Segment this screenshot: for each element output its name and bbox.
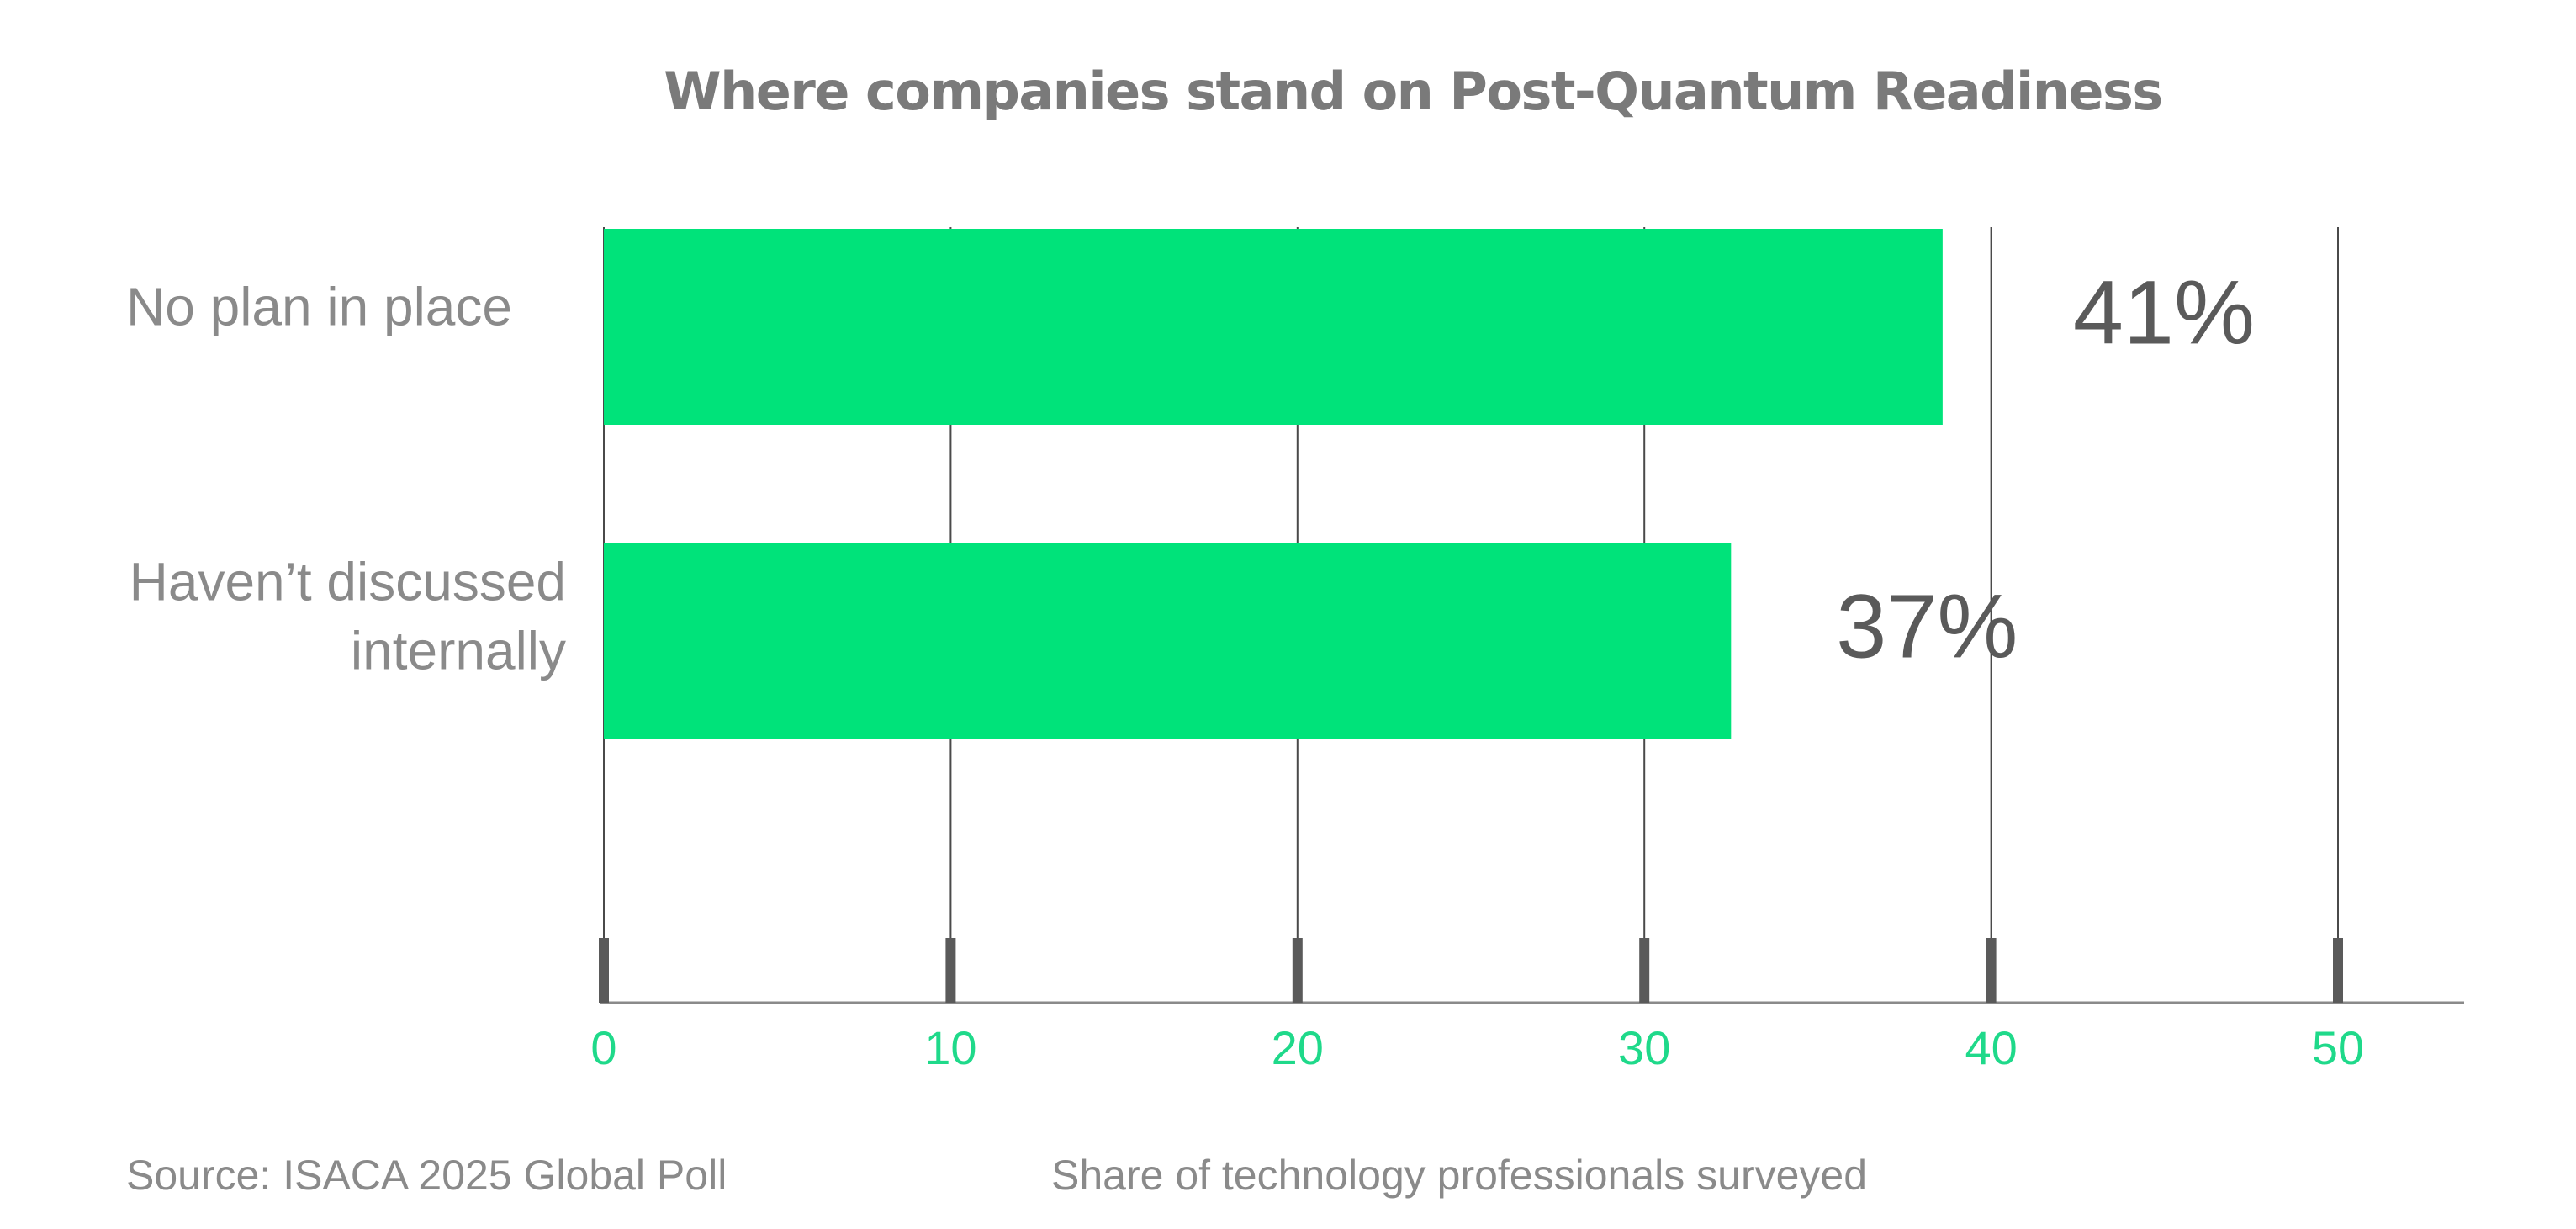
category-labels: No plan in place Haven’t discussed interna… bbox=[126, 277, 566, 681]
source-note: Source: ISACA 2025 Global Poll bbox=[126, 1152, 727, 1199]
tick-label: 40 bbox=[1965, 1021, 2017, 1074]
chart-title: Where companies stand on Post-Quantum Re… bbox=[664, 61, 2162, 122]
value-labels: 41% 37% bbox=[1836, 262, 2255, 677]
bar bbox=[604, 229, 1943, 425]
tick-label: 20 bbox=[1272, 1021, 1324, 1074]
tick-label: 30 bbox=[1618, 1021, 1670, 1074]
bars bbox=[604, 229, 1943, 739]
value-label: 37% bbox=[1836, 575, 2018, 677]
tick-label: 50 bbox=[2312, 1021, 2364, 1074]
tick-label: 0 bbox=[590, 1021, 616, 1074]
bar bbox=[604, 543, 1732, 739]
category-label: No plan in place bbox=[126, 277, 512, 337]
axis-description: Share of technology professionals survey… bbox=[1051, 1152, 1867, 1199]
value-label: 41% bbox=[2073, 262, 2255, 363]
category-label: Haven’t discussed bbox=[130, 552, 566, 612]
category-label: internally bbox=[351, 621, 566, 681]
tick-label: 10 bbox=[924, 1021, 976, 1074]
x-axis: 0 10 20 30 40 50 bbox=[590, 938, 2464, 1074]
